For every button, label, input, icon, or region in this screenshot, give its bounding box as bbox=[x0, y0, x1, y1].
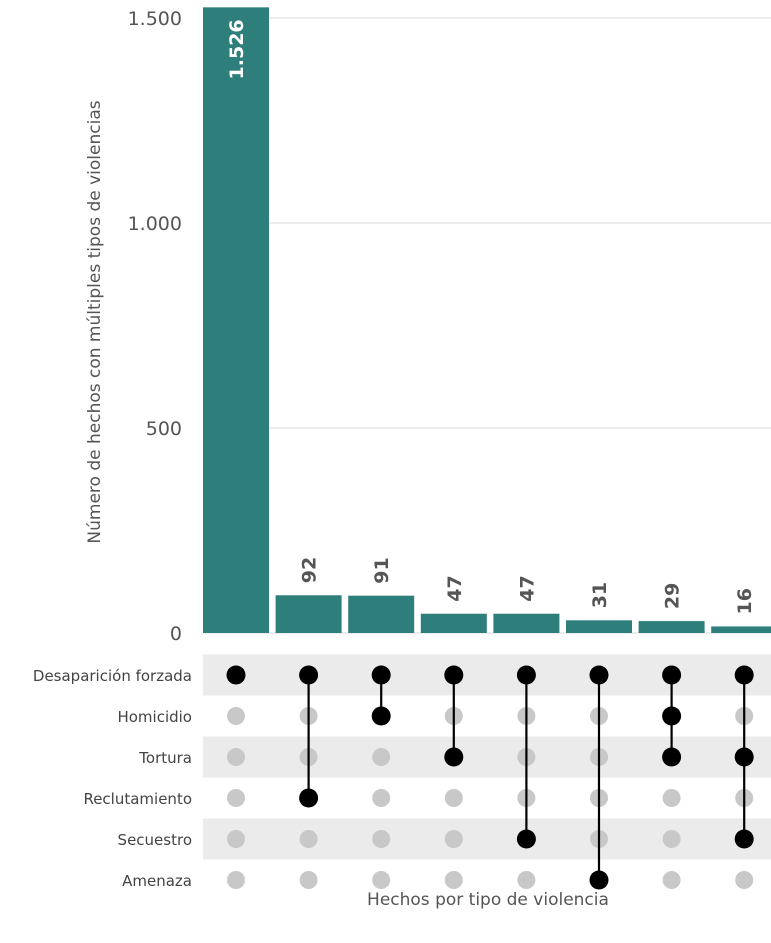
matrix-dot-inactive bbox=[444, 789, 463, 807]
matrix-dot-active bbox=[662, 665, 682, 685]
bar bbox=[638, 621, 705, 633]
matrix-dot-inactive bbox=[444, 871, 463, 889]
bar-value-label: 31 bbox=[589, 582, 611, 608]
matrix-dot-active bbox=[589, 665, 609, 685]
matrix-dot-active bbox=[662, 706, 682, 726]
set-label: Amenaza bbox=[122, 872, 192, 890]
matrix-dot-active bbox=[516, 665, 536, 685]
bar bbox=[711, 626, 771, 633]
bar-value-label: 91 bbox=[371, 557, 393, 583]
matrix-dot-active bbox=[662, 747, 682, 767]
matrix-dot-active bbox=[299, 788, 319, 808]
y-tick-label: 1.500 bbox=[128, 8, 182, 30]
intersection-matrix: Desaparición forzada Homicidio Tortura Recl… bbox=[33, 654, 771, 890]
bar-value-label: 29 bbox=[662, 583, 684, 609]
matrix-dot-inactive bbox=[662, 830, 681, 848]
matrix-dot-inactive bbox=[227, 871, 245, 889]
matrix-dot-inactive bbox=[517, 871, 536, 889]
bar bbox=[203, 7, 269, 633]
matrix-dot-active bbox=[226, 665, 246, 685]
y-axis-ticks: 0 500 1.000 1.500 bbox=[128, 8, 182, 645]
set-label: Desaparición forzada bbox=[33, 667, 192, 685]
y-tick-label: 1.000 bbox=[128, 213, 182, 235]
matrix-dot-inactive bbox=[662, 789, 681, 807]
x-axis-title: Hechos por tipo de violencia bbox=[367, 890, 609, 910]
matrix-dot-inactive bbox=[227, 789, 245, 807]
bar-value-label: 16 bbox=[734, 588, 756, 614]
bars bbox=[203, 7, 771, 633]
bar bbox=[566, 620, 632, 633]
matrix-dot-active bbox=[734, 665, 754, 685]
bar bbox=[348, 595, 415, 633]
matrix-row-shade bbox=[203, 818, 771, 860]
matrix-dot-active bbox=[734, 747, 754, 767]
matrix-row-shade bbox=[203, 654, 771, 696]
matrix-dot-active bbox=[444, 665, 464, 685]
bar bbox=[493, 613, 560, 633]
matrix-dot-active bbox=[589, 870, 609, 890]
bar-value-label: 92 bbox=[299, 557, 321, 583]
bar bbox=[275, 595, 342, 633]
matrix-dot-inactive bbox=[227, 830, 245, 848]
matrix-dot-inactive bbox=[372, 789, 391, 807]
y-tick-label: 500 bbox=[146, 418, 182, 440]
grid-lines bbox=[203, 17, 771, 634]
set-label: Reclutamiento bbox=[83, 790, 192, 808]
matrix-dot-active bbox=[516, 829, 536, 849]
matrix-dot-inactive bbox=[735, 871, 754, 889]
bar-value-label: 47 bbox=[516, 575, 538, 601]
matrix-dot-inactive bbox=[372, 871, 391, 889]
matrix-dot-active bbox=[371, 706, 391, 726]
matrix-dot-inactive bbox=[372, 748, 391, 766]
set-label: Homicidio bbox=[117, 708, 192, 726]
bar bbox=[420, 613, 487, 633]
matrix-dot-active bbox=[371, 665, 391, 685]
matrix-dot-inactive bbox=[299, 830, 318, 848]
y-axis-title: Número de hechos con múltiples tipos de … bbox=[85, 100, 105, 543]
bar-value-label: 1.526 bbox=[226, 19, 248, 79]
matrix-dot-active bbox=[299, 665, 319, 685]
matrix-dot-active bbox=[444, 747, 464, 767]
matrix-dot-inactive bbox=[227, 748, 245, 766]
matrix-dot-inactive bbox=[444, 830, 463, 848]
matrix-row-shade bbox=[203, 736, 771, 778]
matrix-dot-inactive bbox=[227, 707, 245, 725]
matrix-dot-inactive bbox=[662, 871, 681, 889]
matrix-dot-active bbox=[734, 829, 754, 849]
matrix-dot-inactive bbox=[299, 871, 318, 889]
bar-labels: 1.526 92 91 47 47 31 29 16 bbox=[226, 19, 756, 614]
set-label: Secuestro bbox=[118, 831, 192, 849]
matrix-dot-inactive bbox=[372, 830, 391, 848]
bar-value-label: 47 bbox=[444, 575, 466, 601]
set-label: Tortura bbox=[138, 749, 192, 767]
y-tick-label: 0 bbox=[170, 623, 182, 645]
